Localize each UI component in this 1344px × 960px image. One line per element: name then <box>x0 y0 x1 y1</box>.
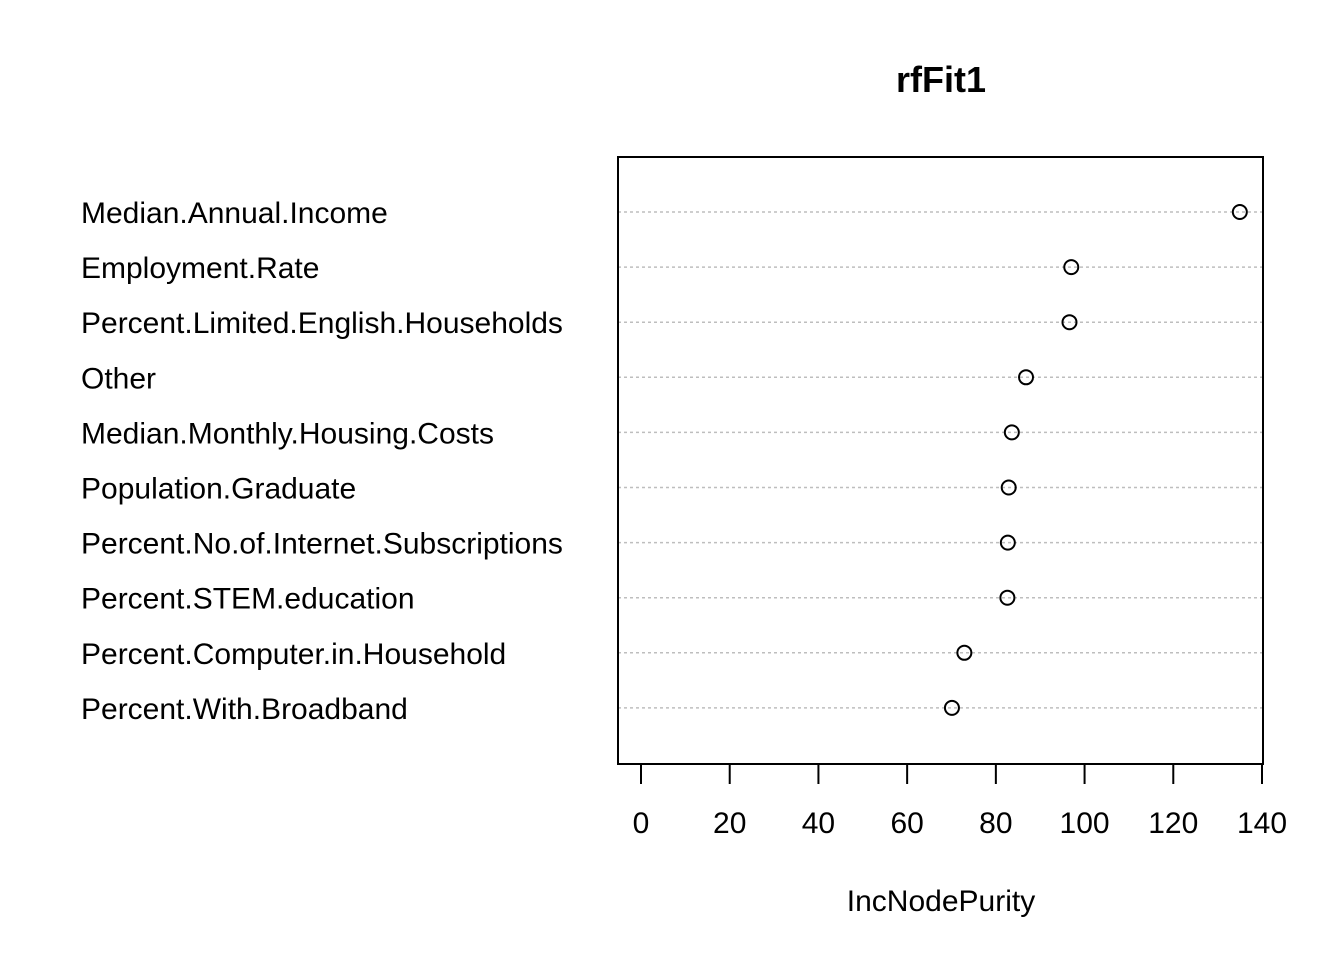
x-tick-label: 0 <box>633 807 650 840</box>
data-point <box>1018 369 1035 386</box>
data-point <box>1000 479 1017 496</box>
x-tick-label: 140 <box>1237 807 1287 840</box>
data-point <box>1231 204 1248 220</box>
category-label: Other <box>81 362 156 395</box>
x-tick-label: 40 <box>802 807 835 840</box>
x-axis: 0 20 40 60 80 100 120 140 <box>633 763 1287 840</box>
data-point <box>1063 259 1080 276</box>
data-point <box>1061 314 1078 331</box>
x-axis-title: IncNodePurity <box>847 885 1035 918</box>
data-point <box>943 699 960 716</box>
category-label: Percent.Computer.in.Household <box>81 638 506 671</box>
category-label: Percent.No.of.Internet.Subscriptions <box>81 528 563 561</box>
chart-title: rfFit1 <box>896 59 986 100</box>
category-label: Median.Annual.Income <box>81 197 388 230</box>
x-tick-label: 60 <box>890 807 923 840</box>
data-point <box>999 534 1016 551</box>
category-label: Population.Graduate <box>81 473 356 506</box>
data-point <box>1003 424 1020 441</box>
x-tick-label: 120 <box>1148 807 1198 840</box>
plot-frame <box>617 156 1264 765</box>
data-point <box>999 589 1016 606</box>
category-labels: Median.Annual.Income Employment.Rate Perce… <box>81 197 563 726</box>
category-label: Median.Monthly.Housing.Costs <box>81 417 494 450</box>
x-tick-label: 80 <box>979 807 1012 840</box>
guide-lines <box>618 211 1263 709</box>
x-tick-label: 20 <box>713 807 746 840</box>
category-label: Percent.STEM.education <box>81 583 415 616</box>
category-label: Employment.Rate <box>81 252 319 285</box>
category-label: Percent.With.Broadband <box>81 693 408 726</box>
category-label: Percent.Limited.English.Households <box>81 307 563 340</box>
x-tick-label: 100 <box>1060 807 1110 840</box>
data-points <box>943 204 1248 716</box>
data-point <box>956 644 973 661</box>
